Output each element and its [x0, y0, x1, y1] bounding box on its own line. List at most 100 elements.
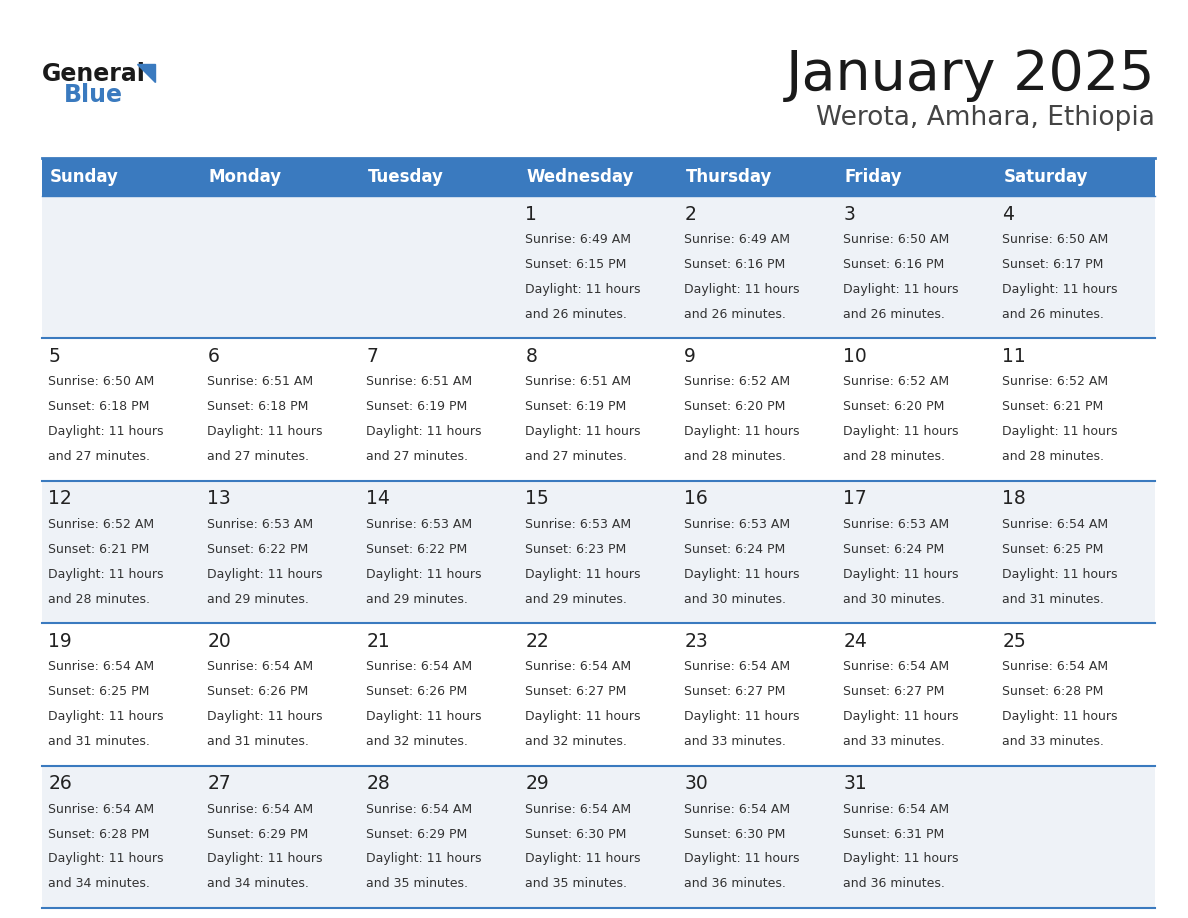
Text: Sunrise: 6:54 AM: Sunrise: 6:54 AM — [843, 802, 949, 815]
Text: Sunset: 6:17 PM: Sunset: 6:17 PM — [1003, 258, 1104, 271]
Bar — [838, 766, 996, 908]
Text: Daylight: 11 hours: Daylight: 11 hours — [843, 567, 959, 581]
Text: and 28 minutes.: and 28 minutes. — [684, 450, 786, 464]
Text: Sunrise: 6:53 AM: Sunrise: 6:53 AM — [843, 518, 949, 531]
Bar — [678, 158, 838, 196]
Bar — [838, 623, 996, 766]
Text: Sunrise: 6:52 AM: Sunrise: 6:52 AM — [1003, 375, 1108, 388]
Bar — [996, 766, 1155, 908]
Text: Daylight: 11 hours: Daylight: 11 hours — [49, 853, 164, 866]
Text: Daylight: 11 hours: Daylight: 11 hours — [525, 425, 640, 438]
Text: 29: 29 — [525, 774, 549, 793]
Text: Sunset: 6:30 PM: Sunset: 6:30 PM — [684, 827, 785, 841]
Text: 21: 21 — [366, 632, 390, 651]
Text: Sunrise: 6:50 AM: Sunrise: 6:50 AM — [843, 233, 949, 246]
Bar — [201, 481, 360, 623]
Text: Sunset: 6:27 PM: Sunset: 6:27 PM — [684, 685, 785, 699]
Text: Daylight: 11 hours: Daylight: 11 hours — [684, 710, 800, 723]
Text: 27: 27 — [208, 774, 232, 793]
Bar — [678, 766, 838, 908]
Text: and 34 minutes.: and 34 minutes. — [208, 878, 309, 890]
Text: and 29 minutes.: and 29 minutes. — [525, 593, 627, 606]
Text: and 33 minutes.: and 33 minutes. — [843, 735, 946, 748]
Text: Sunset: 6:27 PM: Sunset: 6:27 PM — [525, 685, 627, 699]
Text: Sunset: 6:19 PM: Sunset: 6:19 PM — [525, 400, 626, 413]
Text: Daylight: 11 hours: Daylight: 11 hours — [366, 425, 482, 438]
Text: Sunset: 6:30 PM: Sunset: 6:30 PM — [525, 827, 627, 841]
Text: Sunrise: 6:50 AM: Sunrise: 6:50 AM — [49, 375, 154, 388]
Text: and 27 minutes.: and 27 minutes. — [208, 450, 309, 464]
Bar — [838, 158, 996, 196]
Text: 31: 31 — [843, 774, 867, 793]
Text: Sunrise: 6:54 AM: Sunrise: 6:54 AM — [684, 660, 790, 673]
Text: Sunset: 6:26 PM: Sunset: 6:26 PM — [208, 685, 309, 699]
Bar — [996, 339, 1155, 481]
Text: 4: 4 — [1003, 205, 1015, 224]
Bar — [519, 623, 678, 766]
Text: Sunset: 6:15 PM: Sunset: 6:15 PM — [525, 258, 627, 271]
Text: and 27 minutes.: and 27 minutes. — [49, 450, 151, 464]
Text: and 30 minutes.: and 30 minutes. — [843, 593, 946, 606]
Text: Daylight: 11 hours: Daylight: 11 hours — [1003, 425, 1118, 438]
Bar — [678, 196, 838, 339]
Text: Sunrise: 6:54 AM: Sunrise: 6:54 AM — [525, 802, 632, 815]
Text: and 28 minutes.: and 28 minutes. — [1003, 450, 1105, 464]
Text: Sunrise: 6:53 AM: Sunrise: 6:53 AM — [684, 518, 790, 531]
Bar — [519, 481, 678, 623]
Text: Daylight: 11 hours: Daylight: 11 hours — [1003, 567, 1118, 581]
Text: Sunset: 6:25 PM: Sunset: 6:25 PM — [1003, 543, 1104, 555]
Text: Sunrise: 6:54 AM: Sunrise: 6:54 AM — [1003, 518, 1108, 531]
Text: Daylight: 11 hours: Daylight: 11 hours — [684, 283, 800, 296]
Text: and 35 minutes.: and 35 minutes. — [525, 878, 627, 890]
Text: Sunset: 6:20 PM: Sunset: 6:20 PM — [684, 400, 785, 413]
Text: Daylight: 11 hours: Daylight: 11 hours — [49, 567, 164, 581]
Text: 28: 28 — [366, 774, 390, 793]
Bar — [838, 481, 996, 623]
Text: and 26 minutes.: and 26 minutes. — [684, 308, 786, 320]
Text: and 32 minutes.: and 32 minutes. — [366, 735, 468, 748]
Bar — [201, 158, 360, 196]
Text: 30: 30 — [684, 774, 708, 793]
Text: 11: 11 — [1003, 347, 1026, 366]
Text: Monday: Monday — [209, 168, 282, 186]
Text: Sunset: 6:18 PM: Sunset: 6:18 PM — [49, 400, 150, 413]
Text: 15: 15 — [525, 489, 549, 509]
Bar — [42, 623, 201, 766]
Bar — [678, 481, 838, 623]
Bar — [42, 158, 201, 196]
Bar — [996, 196, 1155, 339]
Text: 22: 22 — [525, 632, 549, 651]
Text: Daylight: 11 hours: Daylight: 11 hours — [843, 710, 959, 723]
Text: Sunset: 6:28 PM: Sunset: 6:28 PM — [1003, 685, 1104, 699]
Text: Daylight: 11 hours: Daylight: 11 hours — [684, 425, 800, 438]
Text: Sunrise: 6:52 AM: Sunrise: 6:52 AM — [684, 375, 790, 388]
Text: Sunrise: 6:49 AM: Sunrise: 6:49 AM — [684, 233, 790, 246]
Text: 7: 7 — [366, 347, 378, 366]
Text: and 34 minutes.: and 34 minutes. — [49, 878, 150, 890]
Text: Sunset: 6:19 PM: Sunset: 6:19 PM — [366, 400, 468, 413]
Text: Sunrise: 6:54 AM: Sunrise: 6:54 AM — [208, 660, 314, 673]
Bar — [838, 196, 996, 339]
Text: Daylight: 11 hours: Daylight: 11 hours — [525, 567, 640, 581]
Text: Sunset: 6:18 PM: Sunset: 6:18 PM — [208, 400, 309, 413]
Text: Sunrise: 6:54 AM: Sunrise: 6:54 AM — [366, 802, 473, 815]
Text: 23: 23 — [684, 632, 708, 651]
Text: Daylight: 11 hours: Daylight: 11 hours — [843, 425, 959, 438]
Text: 8: 8 — [525, 347, 537, 366]
Text: Sunrise: 6:51 AM: Sunrise: 6:51 AM — [208, 375, 314, 388]
Bar — [360, 766, 519, 908]
Text: and 26 minutes.: and 26 minutes. — [525, 308, 627, 320]
Bar — [42, 481, 201, 623]
Bar — [838, 339, 996, 481]
Bar — [519, 339, 678, 481]
Text: January 2025: January 2025 — [785, 48, 1155, 102]
Text: 13: 13 — [208, 489, 232, 509]
Text: Daylight: 11 hours: Daylight: 11 hours — [525, 710, 640, 723]
Text: 20: 20 — [208, 632, 232, 651]
Text: and 28 minutes.: and 28 minutes. — [49, 593, 151, 606]
Text: and 27 minutes.: and 27 minutes. — [525, 450, 627, 464]
Text: and 30 minutes.: and 30 minutes. — [684, 593, 786, 606]
Bar — [201, 623, 360, 766]
Text: 5: 5 — [49, 347, 61, 366]
Text: and 31 minutes.: and 31 minutes. — [49, 735, 150, 748]
